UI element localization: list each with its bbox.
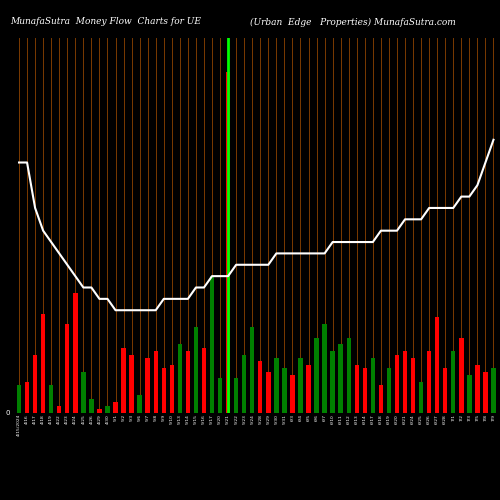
Bar <box>362 368 367 412</box>
Bar <box>194 328 198 412</box>
Bar <box>306 365 310 412</box>
Bar <box>282 368 286 412</box>
Bar <box>378 385 383 412</box>
Bar <box>492 368 496 412</box>
Bar <box>411 358 416 412</box>
Bar <box>314 338 319 412</box>
Bar <box>386 368 391 412</box>
Bar <box>170 365 174 412</box>
Bar <box>130 354 134 412</box>
Bar <box>154 351 158 412</box>
Bar <box>419 382 424 412</box>
Bar <box>298 358 302 412</box>
Bar <box>33 354 38 412</box>
Bar <box>49 385 54 412</box>
Bar <box>81 372 86 412</box>
Bar <box>162 368 166 412</box>
Bar <box>234 378 238 412</box>
Bar <box>322 324 327 412</box>
Bar <box>17 385 21 412</box>
Bar <box>290 375 294 412</box>
Bar <box>354 365 359 412</box>
Bar <box>57 406 62 412</box>
Bar <box>258 362 262 412</box>
Bar <box>218 378 222 412</box>
Bar <box>338 344 343 412</box>
Bar <box>346 338 351 412</box>
Bar <box>146 358 150 412</box>
Bar <box>106 406 110 412</box>
Bar <box>242 354 246 412</box>
Bar <box>266 372 270 412</box>
Bar <box>427 351 432 412</box>
Bar <box>395 354 399 412</box>
Bar <box>451 351 456 412</box>
Bar <box>138 396 142 412</box>
Bar <box>210 276 214 412</box>
Bar <box>65 324 70 412</box>
Bar <box>459 338 464 412</box>
Bar <box>178 344 182 412</box>
Bar <box>226 72 230 412</box>
Bar <box>41 314 46 412</box>
Bar <box>483 372 488 412</box>
Bar <box>370 358 375 412</box>
Bar <box>89 399 94 412</box>
Bar <box>250 328 254 412</box>
Bar <box>330 351 335 412</box>
Bar <box>443 368 448 412</box>
Text: (Urban  Edge   Properties) MunafaSutra.com: (Urban Edge Properties) MunafaSutra.com <box>250 18 456 26</box>
Bar <box>73 293 78 412</box>
Bar <box>475 365 480 412</box>
Bar <box>97 409 102 412</box>
Text: MunafaSutra  Money Flow  Charts for UE: MunafaSutra Money Flow Charts for UE <box>10 18 201 26</box>
Bar <box>202 348 206 412</box>
Bar <box>186 351 190 412</box>
Bar <box>114 402 117 412</box>
Bar <box>25 382 29 412</box>
Bar <box>274 358 278 412</box>
Bar <box>122 348 126 412</box>
Bar <box>467 375 471 412</box>
Bar <box>435 317 440 412</box>
Bar <box>403 351 407 412</box>
